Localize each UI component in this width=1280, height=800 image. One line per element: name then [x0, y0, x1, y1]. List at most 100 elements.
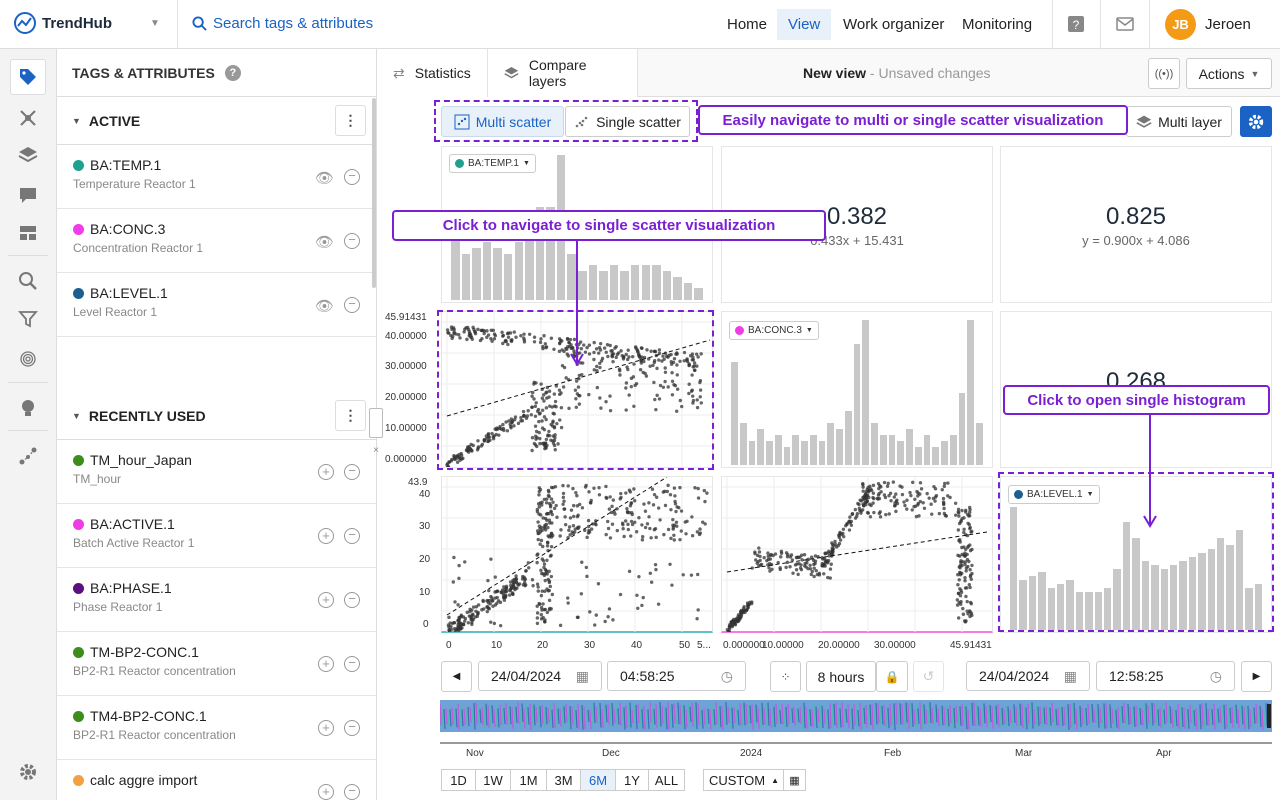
tag-row[interactable]: BA:CONC.3 Concentration Reactor 1 👁 −	[57, 209, 376, 273]
remove-circle-icon[interactable]: −	[344, 720, 360, 736]
remove-circle-icon[interactable]: −	[344, 297, 360, 313]
lock-button[interactable]: 🔒	[876, 661, 908, 692]
active-section-header[interactable]: ▼ ACTIVE ⋮	[57, 97, 376, 145]
recent-menu-button[interactable]: ⋮	[335, 400, 366, 431]
filter-icon[interactable]	[10, 301, 46, 337]
range-button-1y[interactable]: 1Y	[615, 769, 649, 791]
range-button-1w[interactable]: 1W	[475, 769, 511, 791]
settings-button[interactable]	[1240, 106, 1272, 137]
eye-icon[interactable]: 👁	[314, 170, 334, 187]
recent-section-header[interactable]: ▼ RECENTLY USED ⋮	[57, 392, 376, 440]
lightbulb-icon[interactable]	[10, 390, 46, 426]
single-scatter-button[interactable]: Single scatter	[565, 106, 690, 137]
layers-icon[interactable]	[10, 137, 46, 173]
duration-field[interactable]: 8 hours	[806, 661, 876, 692]
tag-selector-temp[interactable]: BA:TEMP.1 ▼	[449, 154, 536, 173]
tag-row[interactable]: BA:ACTIVE.1 Batch Active Reactor 1 + −	[57, 504, 376, 568]
compare-layers-tab[interactable]: Compare layers	[488, 49, 638, 97]
hist-cell-conc[interactable]: BA:CONC.3 ▼	[721, 311, 993, 468]
corr-cell-temp-level[interactable]: 0.825 y = 0.900x + 4.086	[1000, 146, 1272, 303]
add-circle-icon[interactable]: +	[318, 784, 334, 800]
custom-range-button[interactable]: CUSTOM ▲	[703, 769, 785, 791]
remove-circle-icon[interactable]: −	[344, 169, 360, 185]
collapse-caret-icon[interactable]: ▼	[72, 115, 81, 126]
time-back-button[interactable]: ◀	[441, 661, 472, 692]
scatter-timeline-button[interactable]: ⁘	[770, 661, 801, 692]
multi-layer-button[interactable]: Multi layer	[1126, 106, 1232, 137]
end-date-field[interactable]: 24/04/2024 ▦	[966, 661, 1090, 691]
tag-row[interactable]: calc aggre import + −	[57, 760, 376, 800]
active-menu-button[interactable]: ⋮	[335, 105, 366, 136]
start-time-field[interactable]: 04:58:25 ◷	[607, 661, 746, 691]
scatter-cell-conc-level[interactable]	[721, 476, 993, 633]
scatter-cell-temp-level[interactable]	[441, 476, 713, 633]
tag-row[interactable]: TM4-BP2-CONC.1 BP2-R1 Reactor concentrati…	[57, 696, 376, 760]
tools-icon[interactable]	[10, 100, 46, 136]
time-forward-button[interactable]: ▶	[1241, 661, 1272, 692]
timeline-overview[interactable]	[440, 700, 1272, 744]
live-broadcast-button[interactable]: ((•))	[1148, 58, 1180, 89]
add-circle-icon[interactable]: +	[318, 528, 334, 544]
tag-row[interactable]: BA:LEVEL.1 Level Reactor 1 👁 −	[57, 273, 376, 337]
remove-circle-icon[interactable]: −	[344, 464, 360, 480]
app-menu-caret-icon[interactable]: ▼	[150, 18, 160, 29]
tag-row[interactable]: TM_hour_Japan TM_hour + −	[57, 440, 376, 504]
tag-selector-level[interactable]: BA:LEVEL.1 ▼	[1008, 485, 1100, 504]
remove-circle-icon[interactable]: −	[344, 656, 360, 672]
hist-cell-level[interactable]: BA:LEVEL.1 ▼	[1000, 476, 1272, 633]
range-button-1d[interactable]: 1D	[441, 769, 476, 791]
mail-icon[interactable]	[1115, 14, 1135, 34]
settings-gear-icon[interactable]	[10, 754, 46, 790]
app-logo[interactable]: TrendHub	[14, 12, 112, 34]
nav-work-organizer[interactable]: Work organizer	[843, 16, 945, 33]
panel-close-icon[interactable]: ×	[373, 445, 379, 456]
actions-button[interactable]: Actions ▼	[1186, 58, 1272, 89]
range-button-6m[interactable]: 6M	[580, 769, 616, 791]
search-box[interactable]: Search tags & attributes	[192, 15, 373, 32]
nav-view[interactable]: View	[777, 9, 832, 40]
nav-home[interactable]: Home	[727, 16, 768, 33]
multi-scatter-button[interactable]: Multi scatter	[441, 106, 564, 137]
scatter-point	[640, 523, 644, 527]
comments-icon[interactable]	[10, 177, 46, 213]
tag-selector-conc[interactable]: BA:CONC.3 ▼	[729, 321, 819, 340]
tags-icon[interactable]	[10, 59, 46, 95]
remove-circle-icon[interactable]: −	[344, 784, 360, 800]
tag-row[interactable]: TM-BP2-CONC.1 BP2-R1 Reactor concentratio…	[57, 632, 376, 696]
remove-circle-icon[interactable]: −	[344, 592, 360, 608]
search-rail-icon[interactable]	[10, 263, 46, 299]
add-circle-icon[interactable]: +	[318, 720, 334, 736]
scatter-point	[959, 520, 963, 524]
start-date-field[interactable]: 24/04/2024 ▦	[478, 661, 602, 691]
eye-icon[interactable]: 👁	[314, 298, 334, 315]
add-circle-icon[interactable]: +	[318, 656, 334, 672]
nav-monitoring[interactable]: Monitoring	[962, 16, 1033, 33]
add-circle-icon[interactable]: +	[318, 592, 334, 608]
scatter-cell-temp-conc[interactable]	[441, 311, 713, 468]
eye-icon[interactable]: 👁	[314, 234, 334, 251]
collapse-caret-icon[interactable]: ▼	[72, 410, 81, 421]
calendar-range-button[interactable]: ▦	[783, 769, 806, 791]
range-button-all[interactable]: ALL	[648, 769, 685, 791]
end-time-field[interactable]: 12:58:25 ◷	[1096, 661, 1235, 691]
range-button-1m[interactable]: 1M	[510, 769, 547, 791]
fingerprint-icon[interactable]	[10, 341, 46, 377]
tag-row[interactable]: BA:PHASE.1 Phase Reactor 1 + −	[57, 568, 376, 632]
history-button[interactable]: ↺	[913, 661, 944, 692]
scatter-point	[549, 544, 554, 549]
help-question-icon[interactable]: ?	[224, 64, 241, 81]
add-circle-icon[interactable]: +	[318, 464, 334, 480]
remove-circle-icon[interactable]: −	[344, 528, 360, 544]
user-menu[interactable]: JB Jeroen	[1165, 9, 1251, 40]
tag-row[interactable]: BA:TEMP.1 Temperature Reactor 1 👁 −	[57, 145, 376, 209]
range-button-3m[interactable]: 3M	[546, 769, 581, 791]
graph-nodes-icon[interactable]	[10, 438, 46, 474]
timeline-handle[interactable]	[1267, 704, 1271, 728]
remove-circle-icon[interactable]: −	[344, 233, 360, 249]
view-name[interactable]: New view	[803, 65, 867, 81]
statistics-tab[interactable]: ⇄ Statistics	[377, 49, 488, 97]
help-icon[interactable]: ?	[1066, 14, 1086, 34]
panel-scrollbar[interactable]	[372, 98, 376, 288]
dashboard-icon[interactable]	[10, 215, 46, 251]
panel-resize-handle[interactable]	[369, 408, 383, 438]
